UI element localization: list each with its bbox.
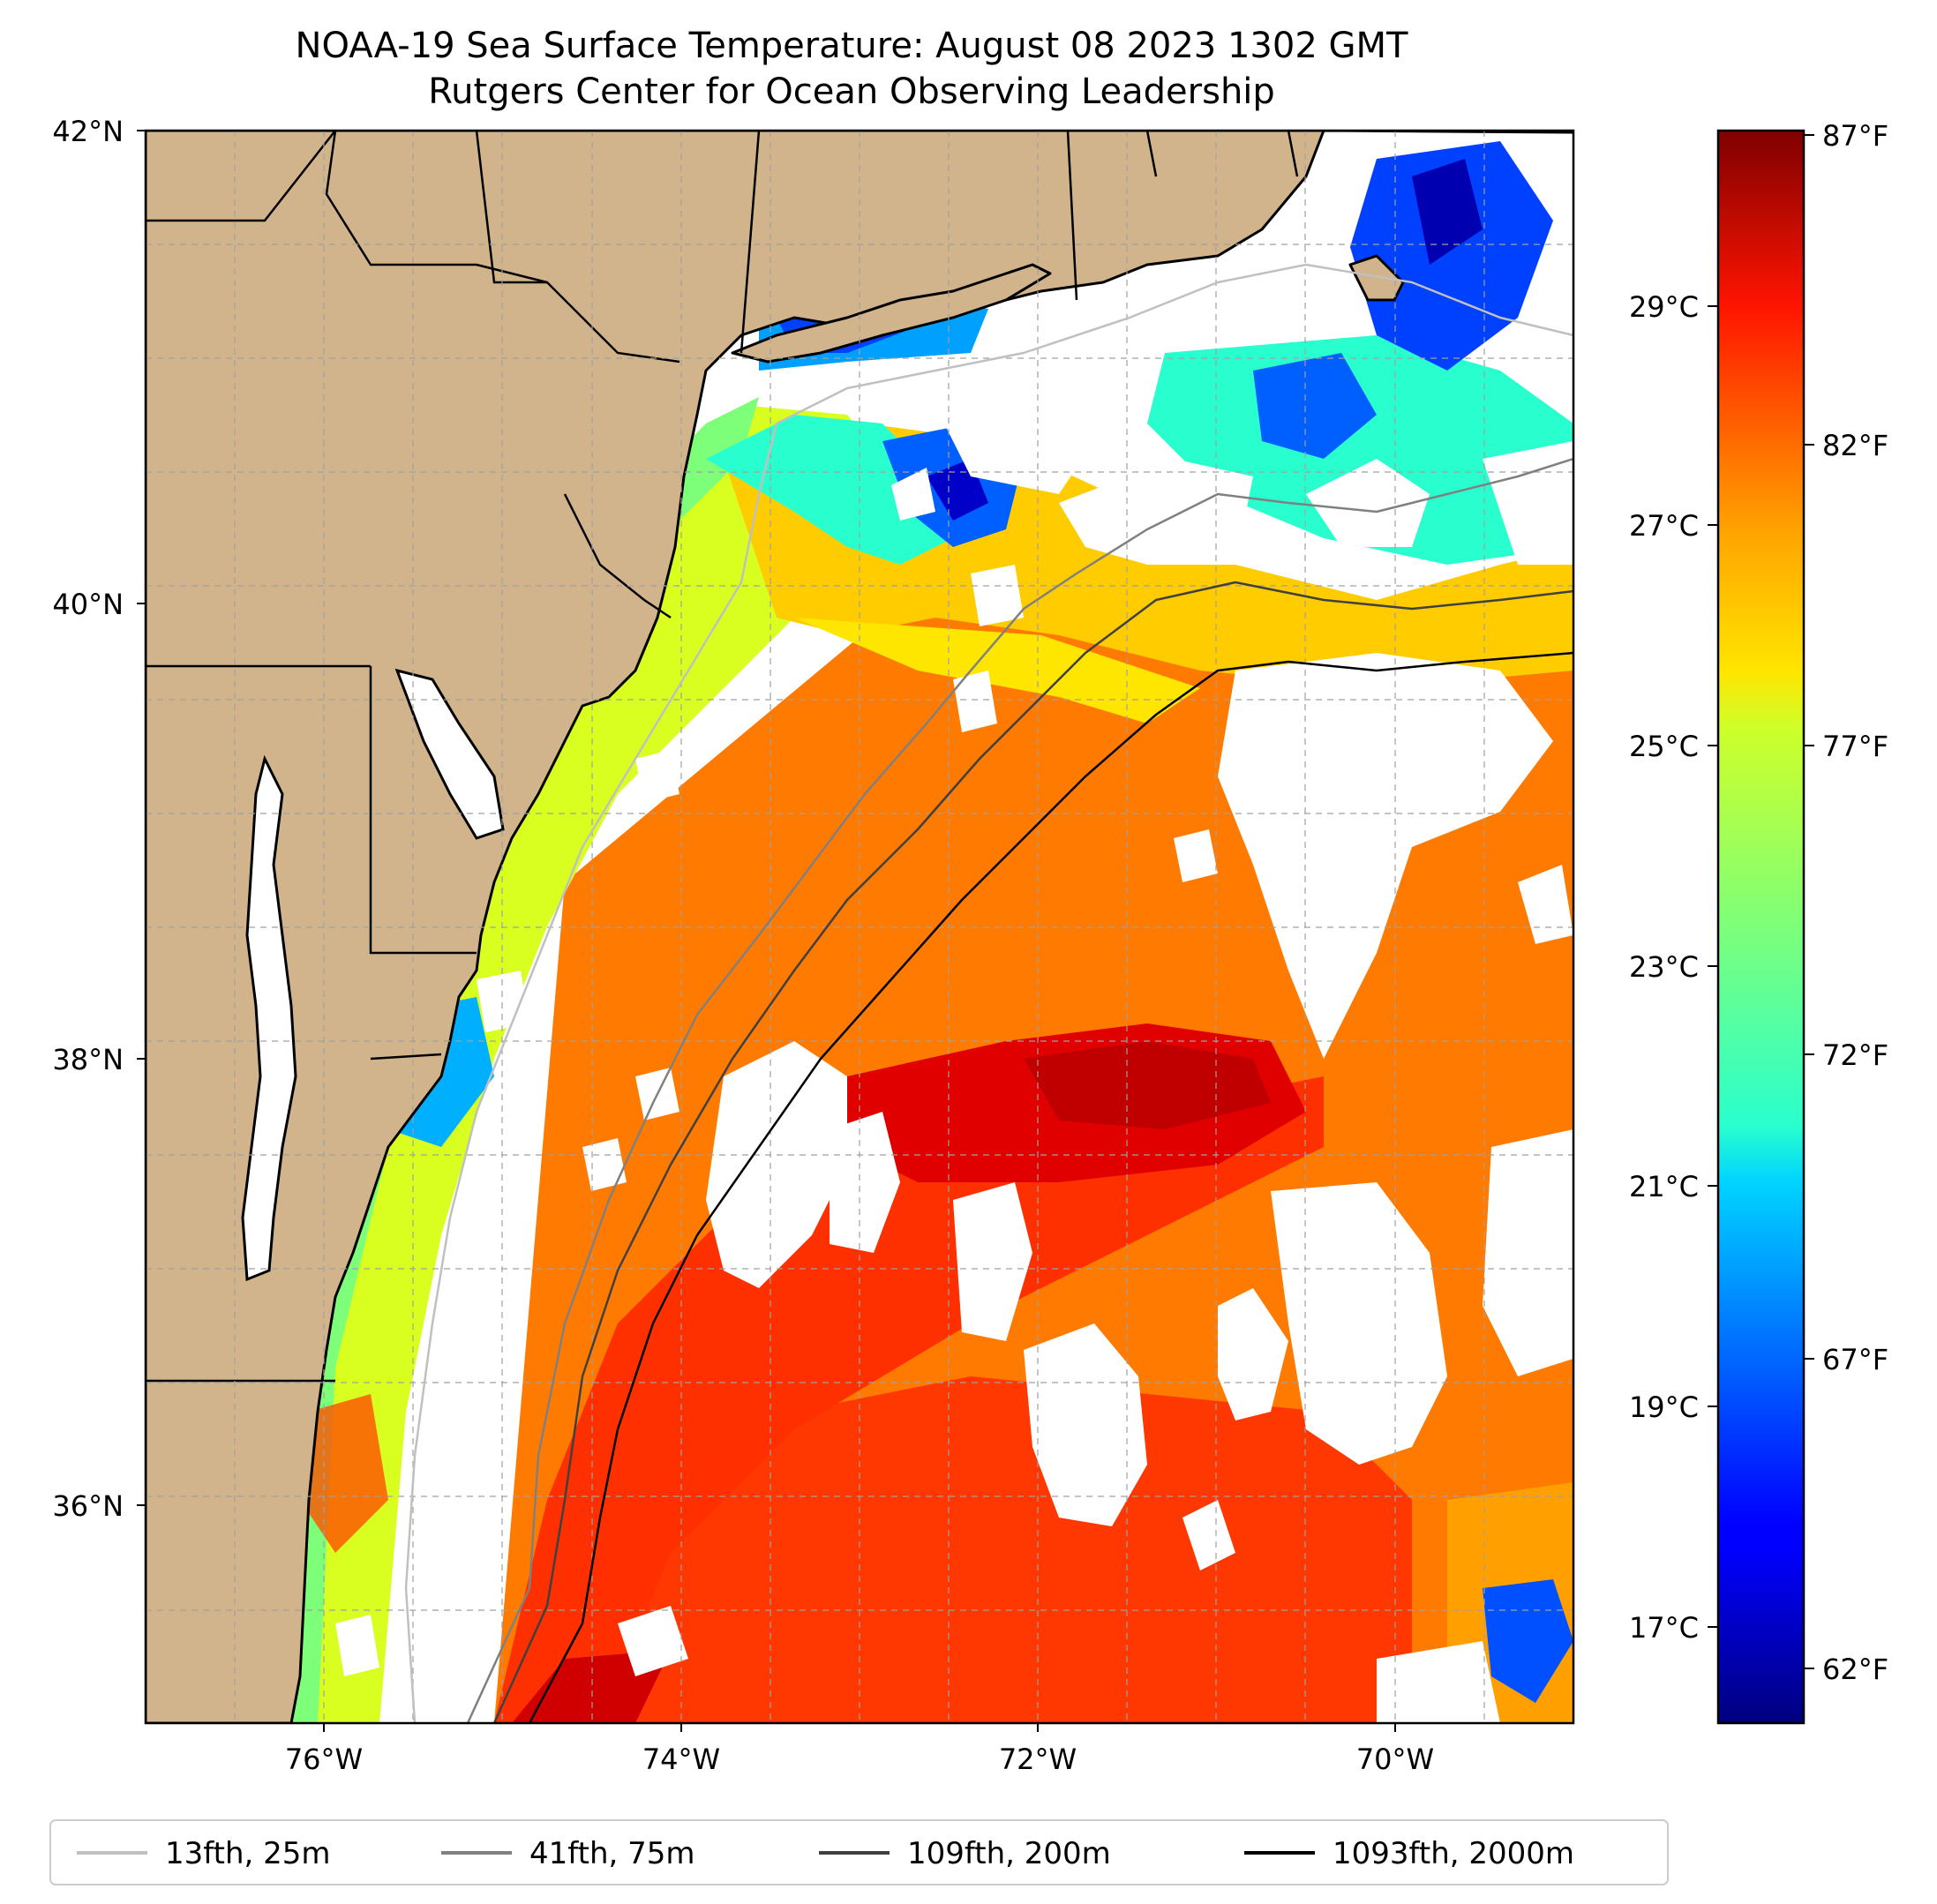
lon-tick-label: 70°W — [1356, 1743, 1434, 1776]
fahrenheit-ticks — [1804, 134, 1814, 1669]
legend-label: 13fth, 25m — [165, 1836, 331, 1871]
lon-tick-label: 72°W — [999, 1743, 1077, 1776]
cloud-mask — [247, 212, 1573, 1723]
legend-label: 41fth, 75m — [529, 1836, 695, 1871]
celsius-tick-label: 25°C — [1629, 730, 1699, 763]
lon-ticks — [323, 1723, 1396, 1732]
lat-tick-label: 36°N — [52, 1489, 124, 1523]
celsius-tick-label: 27°C — [1629, 509, 1699, 543]
lon-tick-label: 76°W — [285, 1743, 363, 1776]
celsius-tick-label: 29°C — [1629, 290, 1699, 324]
fahrenheit-tick-label: 87°F — [1822, 119, 1888, 153]
fahrenheit-tick-label: 62°F — [1822, 1653, 1888, 1686]
celsius-tick-label: 23°C — [1629, 950, 1699, 984]
map-panel — [146, 131, 1573, 1723]
bathymetry-contours — [404, 263, 1573, 1723]
legend: 13fth, 25m 41fth, 75m 109fth, 200m 1093f… — [49, 1819, 1669, 1885]
state-boundaries — [146, 131, 1299, 1383]
lat-tick-label: 38°N — [52, 1043, 124, 1076]
fahrenheit-tick-label: 72°F — [1822, 1038, 1888, 1072]
fahrenheit-tick-label: 67°F — [1822, 1343, 1888, 1376]
map-title: NOAA-19 Sea Surface Temperature: August … — [295, 26, 1408, 66]
colorbar — [1716, 129, 1806, 1725]
lat-tick-label: 42°N — [52, 115, 124, 148]
celsius-tick-label: 21°C — [1629, 1170, 1699, 1203]
bays — [241, 668, 505, 1282]
contour-25m — [404, 263, 1573, 1723]
celsius-ticks — [1708, 305, 1718, 1628]
celsius-tick-label: 17°C — [1629, 1611, 1699, 1645]
map-frame — [144, 129, 1575, 1725]
contour-2000m — [528, 651, 1573, 1723]
fahrenheit-tick-label: 77°F — [1822, 730, 1888, 763]
contour-200m — [492, 581, 1573, 1723]
lat-tick-label: 40°N — [52, 588, 124, 621]
map-subtitle: Rutgers Center for Ocean Observing Leade… — [428, 71, 1275, 112]
lon-tick-label: 74°W — [642, 1743, 720, 1776]
legend-label: 1093fth, 2000m — [1333, 1836, 1574, 1871]
legend-label: 109fth, 200m — [907, 1836, 1111, 1871]
land — [146, 131, 1573, 1723]
gridlines — [146, 131, 1573, 1723]
lat-ticks — [137, 130, 146, 1506]
contour-75m — [466, 457, 1573, 1723]
celsius-tick-label: 19°C — [1629, 1391, 1699, 1424]
fahrenheit-tick-label: 82°F — [1822, 429, 1888, 462]
